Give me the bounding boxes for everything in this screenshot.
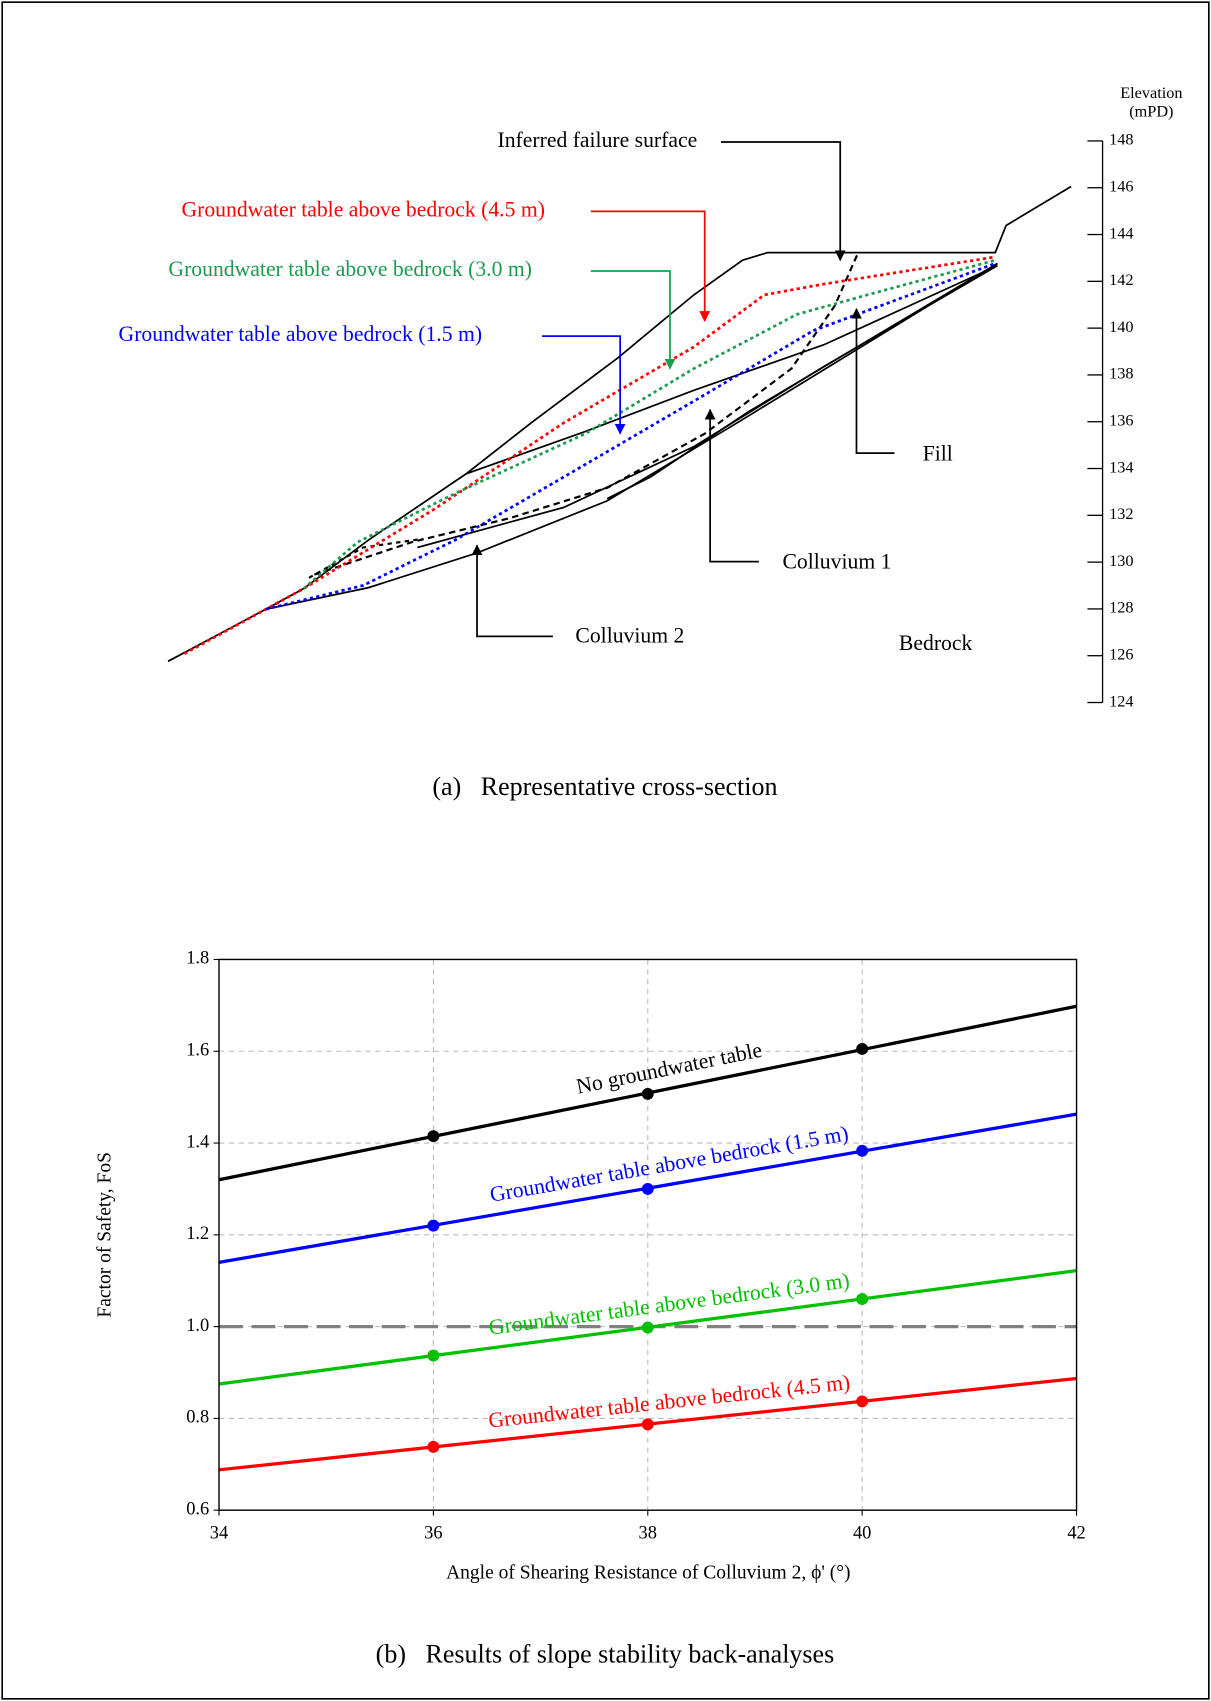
- y-tick-label: 148: [1109, 131, 1133, 149]
- caption: (a) Representative cross-section: [432, 772, 777, 801]
- annotation: Colluvium 2: [575, 623, 684, 647]
- cross-section: Inferred failure surface Groundwater tab…: [119, 84, 1183, 801]
- y-tick-label: 140: [1109, 318, 1133, 336]
- series-label: Groundwater table above bedrock (3.0 m): [487, 1268, 850, 1339]
- plot-frame: [218, 958, 1078, 1511]
- data-point: [856, 1144, 869, 1157]
- data-point: [427, 1219, 440, 1232]
- data-point: [856, 1042, 869, 1055]
- y-tick-label: 1.6: [186, 1039, 209, 1059]
- y-tick-label: 124: [1109, 692, 1133, 710]
- y-tick-label: 136: [1109, 411, 1133, 429]
- y-tick-label: 132: [1109, 505, 1133, 523]
- y-tick-label: 1.2: [186, 1223, 209, 1243]
- y-tick-label: 134: [1109, 458, 1133, 476]
- data-point: [427, 1130, 440, 1143]
- arrow: [704, 408, 759, 563]
- annotation: Groundwater table above bedrock (3.0 m): [168, 257, 531, 281]
- y-tick-label: 1.8: [186, 948, 209, 968]
- data-point: [641, 1418, 654, 1431]
- colluvium-1-boundary: [417, 264, 998, 549]
- y-axis-label: Factor of Safety, FoS: [95, 1152, 116, 1318]
- y-tick-label: 0.8: [186, 1407, 209, 1427]
- annotation: Bedrock: [899, 631, 973, 655]
- y-tick-label: 130: [1109, 552, 1133, 570]
- data-point: [641, 1087, 654, 1100]
- groundwater-1-5: [265, 262, 996, 611]
- arrow: [590, 270, 676, 370]
- y-tick-label: 128: [1109, 599, 1133, 617]
- y-tick-label: 1.0: [186, 1315, 209, 1335]
- y-tick-label: 142: [1109, 271, 1133, 289]
- x-tick-label: 38: [639, 1522, 657, 1542]
- axis-label: Elevation: [1120, 84, 1182, 102]
- data-point: [427, 1349, 440, 1362]
- data-point: [641, 1321, 654, 1334]
- groundwater-4-5: [183, 255, 996, 655]
- arrow: [720, 141, 846, 262]
- bedrock-boundary: [606, 262, 998, 500]
- arrow: [471, 544, 553, 638]
- x-tick-label: 34: [210, 1522, 228, 1542]
- groundwater-3-0: [302, 258, 996, 590]
- arrow: [542, 335, 626, 435]
- data-point: [856, 1395, 869, 1408]
- annotation: Fill: [923, 441, 953, 465]
- axis-label: (mPD): [1129, 102, 1173, 120]
- data-point: [641, 1182, 654, 1195]
- x-tick-label: 42: [1067, 1522, 1085, 1542]
- y-tick-label: 138: [1109, 365, 1133, 383]
- annotation: Groundwater table above bedrock (1.5 m): [119, 322, 482, 346]
- annotation: Groundwater table above bedrock (4.5 m): [181, 197, 544, 221]
- fill-boundary: [465, 264, 998, 475]
- arrow: [590, 210, 711, 322]
- colluvium-2-boundary: [265, 262, 998, 611]
- data-point: [427, 1440, 440, 1453]
- annotation: Colluvium 1: [782, 550, 891, 574]
- x-tick-label: 40: [853, 1522, 871, 1542]
- y-tick-label: 144: [1109, 224, 1133, 242]
- x-axis-label: Angle of Shearing Resistance of Colluviu…: [446, 1563, 850, 1584]
- failure-surface-branch: [308, 537, 423, 579]
- y-tick-label: 126: [1109, 645, 1133, 663]
- annotation: Inferred failure surface: [498, 128, 698, 152]
- x-tick-label: 36: [424, 1522, 442, 1542]
- line-chart: Factor of Safety, FoS Angle of Shearing …: [95, 948, 1086, 1669]
- y-tick-label: 146: [1109, 177, 1133, 195]
- data-point: [856, 1293, 869, 1306]
- arrow: [851, 307, 895, 455]
- y-tick-label: 0.6: [186, 1498, 209, 1518]
- caption: (b) Results of slope stability back-anal…: [376, 1640, 835, 1669]
- failure-surface: [314, 251, 860, 576]
- y-tick-label: 1.4: [186, 1131, 209, 1151]
